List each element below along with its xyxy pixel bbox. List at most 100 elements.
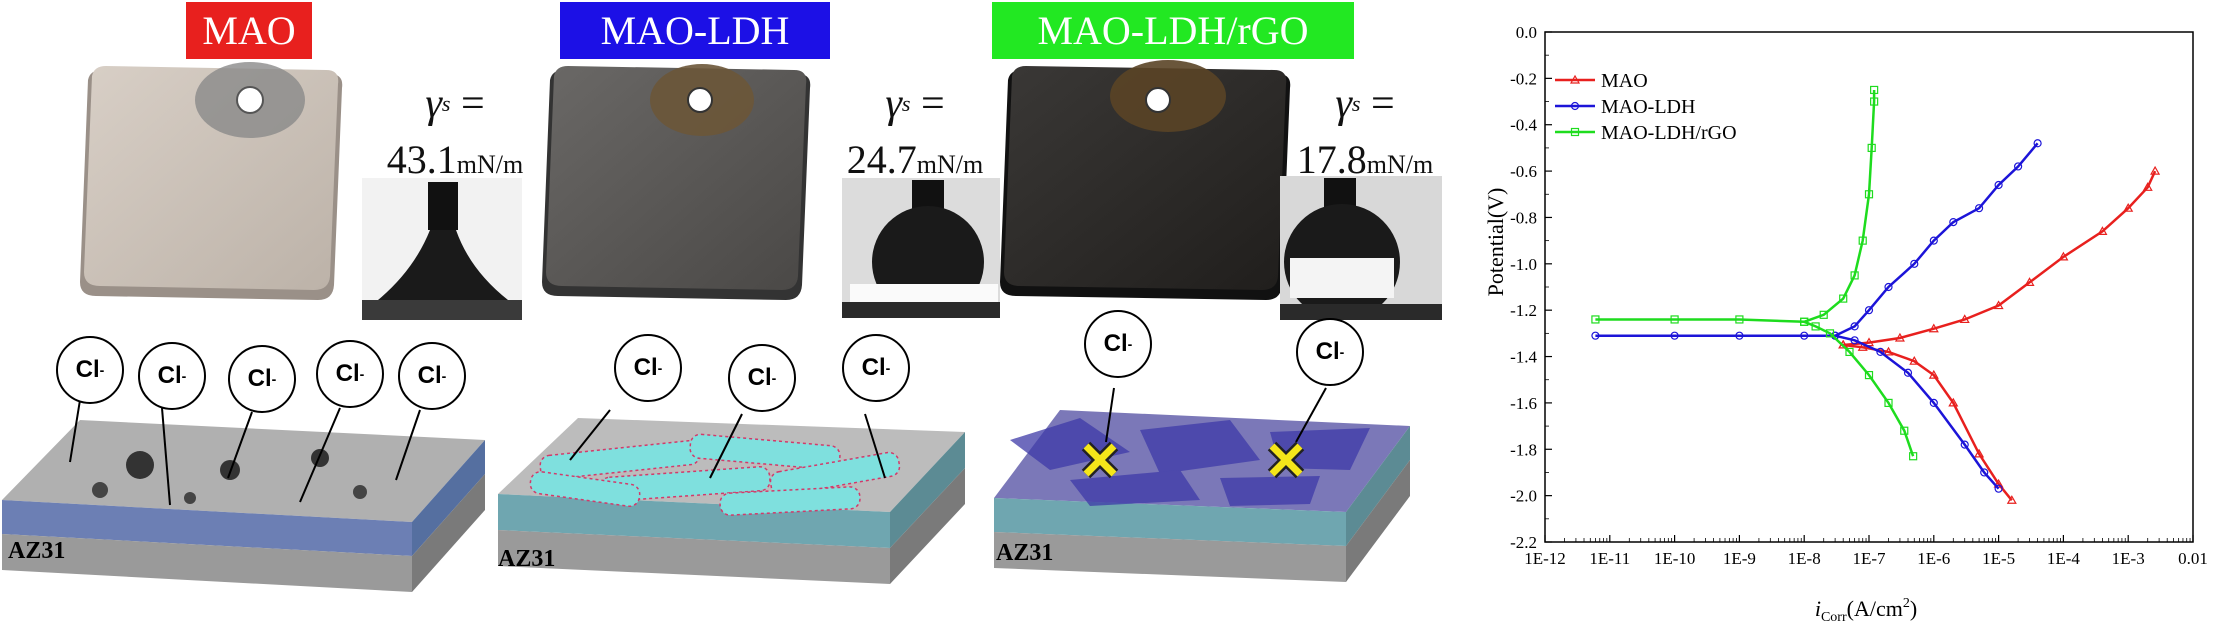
ion-arrows xyxy=(1105,387,1327,443)
x-tick-label: 1E-10 xyxy=(1654,549,1696,568)
data-point xyxy=(1850,271,1859,280)
series-line-anodic xyxy=(1803,90,1876,323)
contact-angle-image xyxy=(362,178,522,320)
data-point xyxy=(1845,347,1854,357)
chloride-ion: Cl - xyxy=(728,344,796,412)
chloride-ion: Cl - xyxy=(56,336,124,404)
series-line-anodic xyxy=(1834,142,2039,337)
series-line-cathodic xyxy=(1595,318,1915,457)
legend-label: MAO-LDH xyxy=(1601,96,1695,118)
sample-plate xyxy=(1000,60,1291,300)
data-point xyxy=(2006,495,2017,504)
mao-ldh-rgo-illustration xyxy=(994,60,1442,582)
data-point xyxy=(1591,331,1600,340)
data-point xyxy=(1974,448,1985,458)
chart-legend: MAO MAO-LDH MAO-LDH/rGO xyxy=(1555,70,1737,144)
substrate-label: AZ31 xyxy=(8,538,66,564)
data-point xyxy=(2097,226,2108,235)
data-point xyxy=(1570,101,1580,111)
y-tick-label: -1.2 xyxy=(1510,301,1537,320)
coating-block xyxy=(2,420,485,592)
substrate-label: AZ31 xyxy=(498,546,556,572)
panel-title: MAO-LDH xyxy=(560,2,830,59)
data-point xyxy=(1884,282,1893,292)
y-tick-label: -0.6 xyxy=(1510,162,1537,181)
surface-energy: γs = 43.1mN/m xyxy=(386,81,524,182)
panel-mao: MAO xyxy=(0,0,560,626)
data-point xyxy=(1993,300,2004,310)
data-point xyxy=(1570,127,1580,137)
x-tick-label: 1E-5 xyxy=(1982,549,2015,568)
y-tick-label: -2.2 xyxy=(1510,533,1537,552)
data-point xyxy=(1894,332,1905,342)
ion-arrows xyxy=(69,399,421,506)
data-point xyxy=(1858,236,1867,245)
data-point xyxy=(1839,294,1848,303)
data-point xyxy=(1864,190,1874,199)
x-tick-label: 1E-8 xyxy=(1788,549,1821,568)
data-point xyxy=(2058,251,2069,261)
data-point xyxy=(2024,277,2035,286)
x-tick-label: 1E-4 xyxy=(2047,549,2081,568)
data-point xyxy=(1909,355,1920,365)
data-point xyxy=(1870,97,1879,106)
surface-energy: γs = 17.8mN/m xyxy=(1296,81,1434,182)
chart-ticks: 1E-12 1E-11 1E-10 1E-9 1E-8 1E-7 1E-6 1E-5 1E-4 1… xyxy=(1510,23,2208,568)
data-point xyxy=(1948,397,1959,407)
series-line-cathodic xyxy=(1843,343,2013,502)
data-point xyxy=(1928,369,1939,379)
data-point xyxy=(1857,342,1868,351)
panel-mao-ldh-rgo: MAO-LDH/rGO xyxy=(990,0,1460,626)
blocked-marker xyxy=(1081,441,1119,479)
panel-title: MAO-LDH/rGO xyxy=(992,2,1354,59)
sample-plate xyxy=(80,62,343,300)
data-point xyxy=(1929,398,1938,408)
chloride-ion: Cl - xyxy=(316,340,384,408)
data-point xyxy=(2033,139,2042,148)
chloride-ion: Cl - xyxy=(842,334,910,402)
data-point xyxy=(1864,370,1874,380)
data-point xyxy=(1800,317,1809,326)
x-tick-label: 0.01 xyxy=(2178,549,2208,568)
series-mao-ldh-rgo xyxy=(1591,85,1918,461)
y-tick-label: -1.0 xyxy=(1510,255,1537,274)
data-point xyxy=(1960,440,1969,449)
data-point xyxy=(1928,323,1939,333)
data-point xyxy=(1959,314,1970,324)
data-point xyxy=(1811,322,1820,331)
data-point xyxy=(1735,315,1744,324)
panel-title: MAO xyxy=(186,2,312,59)
y-tick-label: -0.4 xyxy=(1510,116,1537,135)
y-tick-label: -0.2 xyxy=(1510,69,1537,88)
chloride-ion: Cl - xyxy=(1084,310,1152,378)
data-point xyxy=(1735,331,1744,340)
data-point xyxy=(2150,165,2161,175)
data-point xyxy=(1864,306,1874,315)
data-point xyxy=(1670,331,1679,340)
y-tick-label: -1.6 xyxy=(1510,394,1537,413)
panel-mao-ldh: MAO-LDH xyxy=(490,0,1000,626)
data-point xyxy=(1819,310,1828,319)
chloride-ion: Cl - xyxy=(1296,318,1364,386)
data-point xyxy=(1980,468,1989,477)
data-point xyxy=(1870,85,1879,95)
x-tick-label: 1E-6 xyxy=(1917,549,1950,568)
chloride-ion: Cl - xyxy=(138,342,206,410)
x-tick-label: 1E-12 xyxy=(1524,549,1566,568)
data-point xyxy=(1884,398,1893,408)
series-mao-ldh xyxy=(1591,139,2042,493)
series-line-cathodic xyxy=(1595,334,2000,490)
data-point xyxy=(1876,347,1885,357)
data-point xyxy=(1569,74,1581,84)
data-point xyxy=(1909,452,1918,461)
coating-block xyxy=(994,410,1410,582)
data-point xyxy=(1994,180,2003,190)
data-point xyxy=(1974,204,1984,213)
data-point xyxy=(1867,143,1876,153)
data-point xyxy=(1883,346,1894,356)
data-point xyxy=(1929,236,1938,245)
x-tick-label: 1E-3 xyxy=(2112,549,2145,568)
data-point xyxy=(1994,484,2003,493)
data-point xyxy=(1900,426,1909,435)
mao-illustration xyxy=(2,62,522,592)
